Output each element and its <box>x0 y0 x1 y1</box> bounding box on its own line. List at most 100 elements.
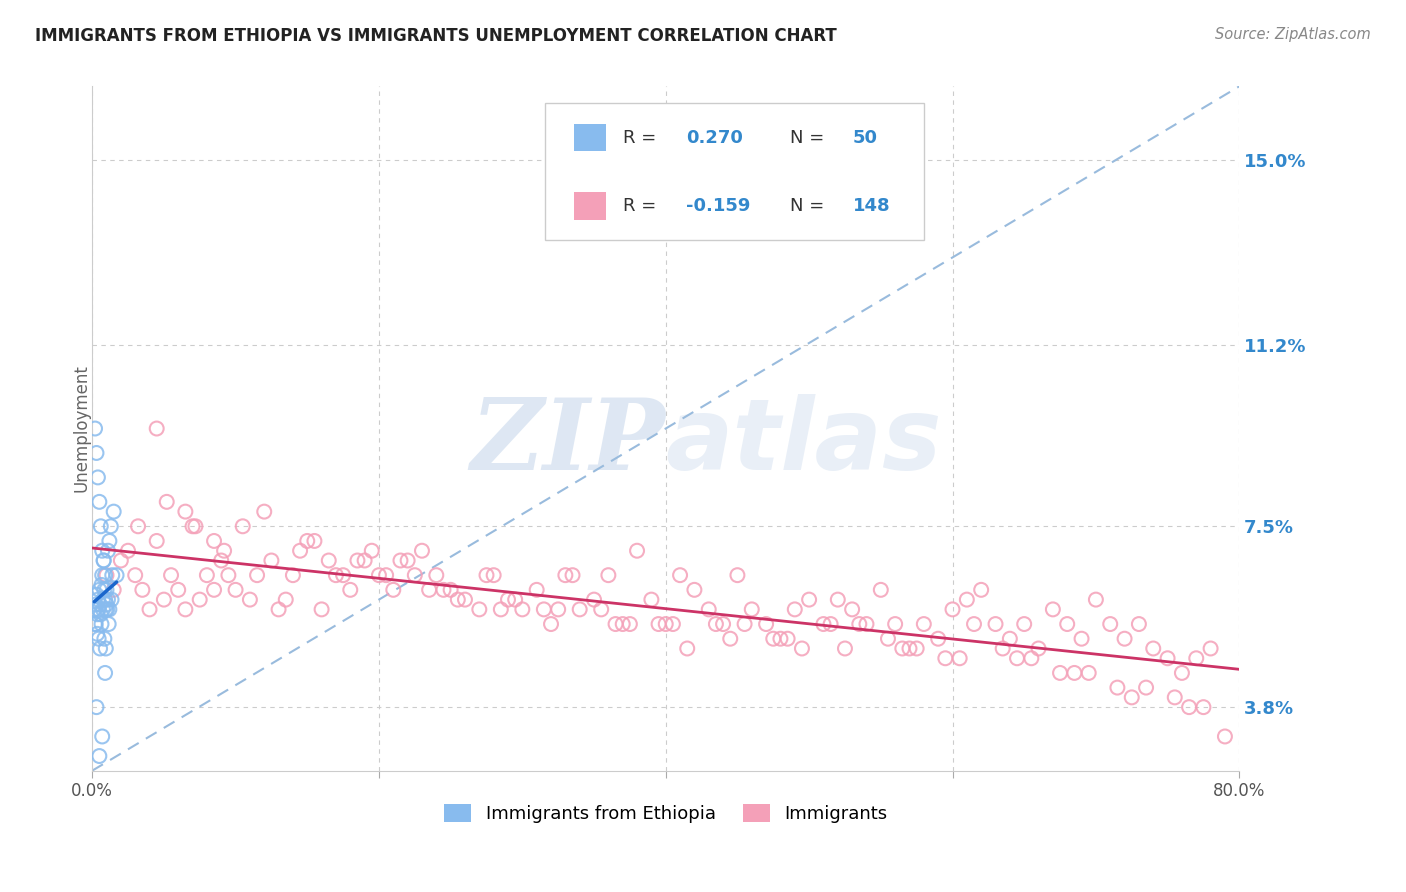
Point <box>96 598 118 612</box>
Point <box>84 598 107 612</box>
Point <box>153 592 176 607</box>
Point <box>669 568 692 582</box>
Point <box>202 582 225 597</box>
Point <box>97 617 120 632</box>
Point <box>94 665 117 680</box>
Point <box>288 543 311 558</box>
Point <box>97 543 120 558</box>
Point <box>90 617 112 632</box>
Point <box>246 568 269 582</box>
Point <box>145 533 167 548</box>
Point <box>598 568 620 582</box>
Legend: Immigrants from Ethiopia, Immigrants: Immigrants from Ethiopia, Immigrants <box>444 804 887 823</box>
Point <box>454 592 477 607</box>
Point <box>1121 690 1143 705</box>
Point <box>93 582 115 597</box>
Point <box>174 505 197 519</box>
Point <box>156 495 179 509</box>
Point <box>217 568 239 582</box>
Point <box>941 602 963 616</box>
Point <box>86 588 108 602</box>
Point <box>934 651 956 665</box>
Point <box>834 641 856 656</box>
Text: R =: R = <box>623 197 662 215</box>
Point <box>820 617 842 632</box>
Point <box>87 470 110 484</box>
Point <box>212 543 235 558</box>
Point <box>468 602 491 616</box>
Point <box>769 632 792 646</box>
Point <box>94 641 117 656</box>
Point <box>447 592 470 607</box>
Point <box>89 641 111 656</box>
Point <box>1171 665 1194 680</box>
Point <box>998 632 1021 646</box>
Point <box>91 602 114 616</box>
Point <box>86 700 108 714</box>
Point <box>1042 602 1064 616</box>
Point <box>1128 617 1150 632</box>
Point <box>117 543 139 558</box>
Point <box>339 582 361 597</box>
Point <box>138 602 160 616</box>
Point <box>396 553 419 567</box>
Text: N =: N = <box>790 197 830 215</box>
Point <box>100 519 122 533</box>
Point <box>404 568 426 582</box>
Point <box>145 421 167 435</box>
Point <box>440 582 463 597</box>
Point <box>790 641 813 656</box>
Point <box>253 505 276 519</box>
Point <box>561 568 583 582</box>
Point <box>619 617 641 632</box>
Point <box>87 602 110 616</box>
Point <box>318 553 340 567</box>
Point <box>1107 681 1129 695</box>
Point <box>311 602 333 616</box>
Point <box>626 543 648 558</box>
Point <box>526 582 548 597</box>
Point <box>274 592 297 607</box>
Point <box>89 495 111 509</box>
Point <box>103 505 125 519</box>
Point <box>91 568 114 582</box>
Point <box>86 607 108 622</box>
Point <box>353 553 375 567</box>
Point <box>970 582 993 597</box>
Point <box>813 617 835 632</box>
Point <box>94 568 117 582</box>
Y-axis label: Unemployment: Unemployment <box>72 365 90 492</box>
Point <box>174 602 197 616</box>
Point <box>568 602 591 616</box>
Point <box>605 617 627 632</box>
Point <box>202 533 225 548</box>
Point <box>304 533 326 548</box>
Point <box>103 582 125 597</box>
Point <box>647 617 669 632</box>
Point <box>98 533 121 548</box>
Point <box>411 543 433 558</box>
Text: 50: 50 <box>852 128 877 146</box>
Point <box>89 749 111 764</box>
Point <box>167 582 190 597</box>
Point <box>360 543 382 558</box>
Point <box>503 592 526 607</box>
Point <box>1077 665 1099 680</box>
Point <box>927 632 949 646</box>
Point <box>869 582 891 597</box>
Point <box>346 553 368 567</box>
Point <box>260 553 283 567</box>
Point <box>127 519 149 533</box>
Point <box>93 553 115 567</box>
Point <box>86 627 108 641</box>
Point <box>482 568 505 582</box>
Text: 0.270: 0.270 <box>686 128 744 146</box>
Point <box>797 592 820 607</box>
Point <box>741 602 763 616</box>
Point <box>110 553 132 567</box>
Point <box>725 568 748 582</box>
Text: 148: 148 <box>852 197 890 215</box>
Text: -0.159: -0.159 <box>686 197 751 215</box>
Point <box>533 602 555 616</box>
Bar <box>574 193 606 219</box>
